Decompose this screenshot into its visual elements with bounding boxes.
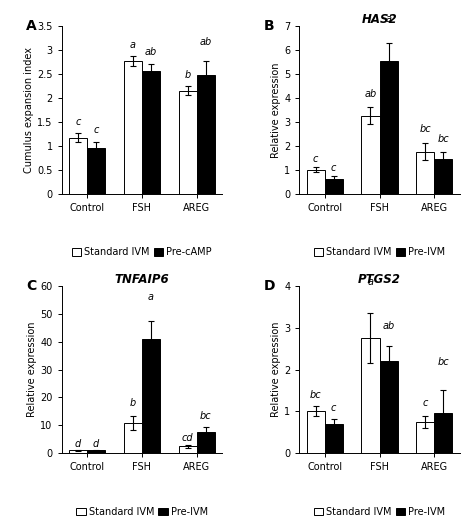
Bar <box>307 170 325 194</box>
Text: bc: bc <box>438 356 449 367</box>
Legend: Standard IVM, Pre-IVM: Standard IVM, Pre-IVM <box>74 505 210 519</box>
Bar <box>197 432 215 453</box>
Text: c: c <box>423 399 428 408</box>
Legend: Standard IVM, Pre-cAMP: Standard IVM, Pre-cAMP <box>70 245 214 259</box>
Text: c: c <box>75 117 81 127</box>
Bar <box>380 361 398 453</box>
Text: bc: bc <box>200 411 211 421</box>
Y-axis label: Cumulus expansion index: Cumulus expansion index <box>24 47 34 173</box>
Bar <box>380 61 398 194</box>
Bar <box>361 116 380 194</box>
Title: HAS2: HAS2 <box>362 13 397 26</box>
Text: A: A <box>26 19 37 33</box>
Bar <box>434 159 453 194</box>
Text: a: a <box>367 277 374 287</box>
Text: C: C <box>26 279 36 293</box>
Bar <box>179 446 197 453</box>
Bar <box>197 75 215 194</box>
Bar <box>416 152 434 194</box>
Text: c: c <box>313 154 318 165</box>
Legend: Standard IVM, Pre-IVM: Standard IVM, Pre-IVM <box>312 505 447 519</box>
Bar <box>142 70 160 194</box>
Bar <box>325 179 343 194</box>
Legend: Standard IVM, Pre-IVM: Standard IVM, Pre-IVM <box>312 245 447 259</box>
Bar <box>87 148 105 194</box>
Text: a: a <box>148 292 154 302</box>
Text: a: a <box>130 40 136 50</box>
Bar <box>142 339 160 453</box>
Text: cd: cd <box>182 433 193 443</box>
Text: c: c <box>93 125 99 135</box>
Y-axis label: Relative expression: Relative expression <box>27 322 37 417</box>
Text: bc: bc <box>438 134 449 144</box>
Text: d: d <box>93 439 99 449</box>
Text: ab: ab <box>365 89 376 98</box>
Text: D: D <box>264 279 275 293</box>
Text: bc: bc <box>310 391 321 401</box>
Y-axis label: Relative expression: Relative expression <box>271 322 281 417</box>
Text: ab: ab <box>383 321 395 331</box>
Bar <box>87 451 105 453</box>
Y-axis label: Relative expression: Relative expression <box>271 62 281 157</box>
Text: d: d <box>75 439 81 449</box>
Text: ab: ab <box>145 47 157 57</box>
Title: PTGS2: PTGS2 <box>358 272 401 286</box>
Bar <box>69 138 87 194</box>
Bar <box>307 412 325 453</box>
Text: b: b <box>184 70 191 80</box>
Text: c: c <box>331 403 337 413</box>
Text: c: c <box>331 163 337 173</box>
Bar <box>416 422 434 453</box>
Bar <box>69 451 87 453</box>
Text: B: B <box>264 19 274 33</box>
Text: bc: bc <box>419 125 431 134</box>
Title: TNFAIP6: TNFAIP6 <box>115 272 169 286</box>
Text: a: a <box>385 15 392 24</box>
Bar <box>434 414 453 453</box>
Bar <box>325 424 343 453</box>
Text: b: b <box>130 399 136 408</box>
Bar <box>361 338 380 453</box>
Bar <box>179 91 197 194</box>
Text: ab: ab <box>200 37 212 47</box>
Bar <box>124 61 142 194</box>
Bar <box>124 423 142 453</box>
